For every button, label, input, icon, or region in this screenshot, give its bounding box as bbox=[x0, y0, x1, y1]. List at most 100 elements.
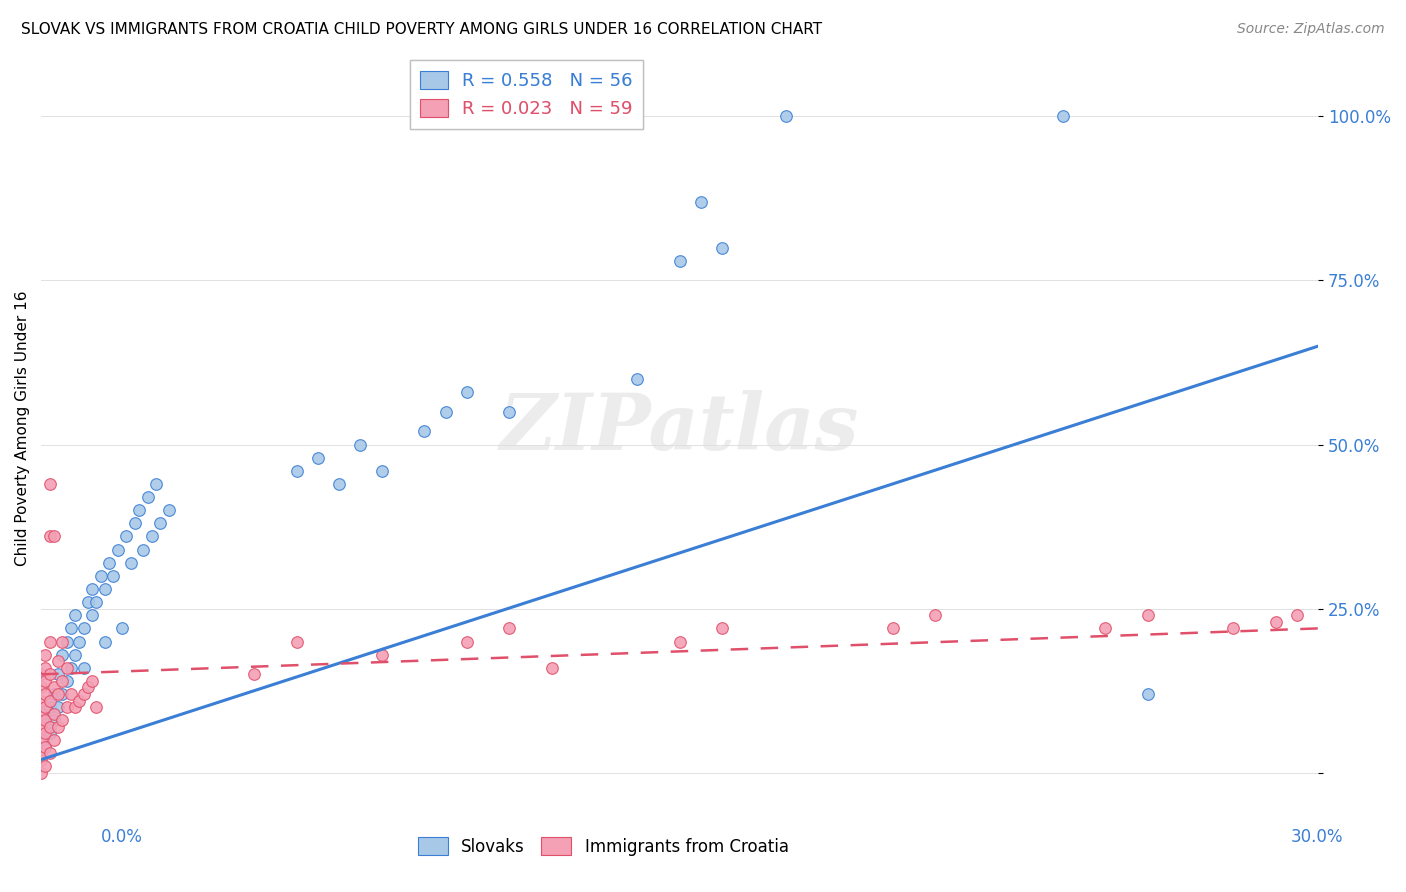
Point bbox=[86, 595, 108, 609]
Point bbox=[42, 529, 65, 543]
Point bbox=[51, 714, 73, 728]
Point bbox=[55, 634, 77, 648]
Point bbox=[103, 569, 125, 583]
Point bbox=[541, 661, 564, 675]
Point bbox=[30, 733, 52, 747]
Point bbox=[51, 673, 73, 688]
Point bbox=[34, 726, 56, 740]
Point bbox=[94, 582, 117, 596]
Point bbox=[285, 464, 308, 478]
Point bbox=[42, 706, 65, 721]
Point bbox=[34, 714, 56, 728]
Point bbox=[34, 759, 56, 773]
Point bbox=[145, 477, 167, 491]
Point bbox=[94, 634, 117, 648]
Y-axis label: Child Poverty Among Girls Under 16: Child Poverty Among Girls Under 16 bbox=[15, 291, 30, 566]
Point bbox=[82, 582, 104, 596]
Point bbox=[30, 765, 52, 780]
Point bbox=[34, 648, 56, 662]
Point bbox=[30, 693, 52, 707]
Point bbox=[690, 194, 713, 209]
Point bbox=[30, 746, 52, 760]
Point bbox=[243, 667, 266, 681]
Point bbox=[73, 687, 96, 701]
Point bbox=[30, 681, 52, 695]
Point bbox=[42, 687, 65, 701]
Point bbox=[55, 673, 77, 688]
Point bbox=[456, 385, 478, 400]
Point bbox=[882, 621, 904, 635]
Point bbox=[67, 693, 90, 707]
Point bbox=[370, 648, 392, 662]
Point bbox=[42, 733, 65, 747]
Point bbox=[124, 516, 146, 531]
Point bbox=[1285, 608, 1308, 623]
Point bbox=[307, 450, 329, 465]
Point bbox=[38, 746, 60, 760]
Point bbox=[1052, 109, 1074, 123]
Point bbox=[38, 720, 60, 734]
Point bbox=[51, 634, 73, 648]
Point bbox=[711, 241, 734, 255]
Point bbox=[34, 661, 56, 675]
Point bbox=[434, 405, 457, 419]
Point bbox=[30, 667, 52, 681]
Point bbox=[626, 372, 648, 386]
Point bbox=[775, 109, 797, 123]
Point bbox=[711, 621, 734, 635]
Point bbox=[38, 477, 60, 491]
Point bbox=[141, 529, 163, 543]
Point bbox=[34, 739, 56, 754]
Point bbox=[77, 595, 100, 609]
Point bbox=[30, 706, 52, 721]
Point bbox=[115, 529, 138, 543]
Point bbox=[98, 556, 121, 570]
Point bbox=[46, 700, 69, 714]
Point bbox=[328, 477, 350, 491]
Point bbox=[1094, 621, 1116, 635]
Point bbox=[498, 405, 520, 419]
Point bbox=[38, 667, 60, 681]
Point bbox=[413, 425, 436, 439]
Point bbox=[34, 673, 56, 688]
Point bbox=[38, 726, 60, 740]
Point bbox=[73, 621, 96, 635]
Point bbox=[59, 621, 82, 635]
Point bbox=[38, 700, 60, 714]
Point bbox=[42, 714, 65, 728]
Text: Source: ZipAtlas.com: Source: ZipAtlas.com bbox=[1237, 22, 1385, 37]
Point bbox=[1136, 608, 1159, 623]
Point bbox=[63, 608, 86, 623]
Point bbox=[149, 516, 172, 531]
Point bbox=[1222, 621, 1244, 635]
Point bbox=[55, 700, 77, 714]
Point bbox=[132, 542, 155, 557]
Text: ZIPatlas: ZIPatlas bbox=[501, 390, 859, 467]
Text: 30.0%: 30.0% bbox=[1291, 828, 1343, 846]
Point bbox=[90, 569, 112, 583]
Point bbox=[668, 634, 690, 648]
Point bbox=[128, 503, 150, 517]
Point bbox=[1136, 687, 1159, 701]
Point bbox=[456, 634, 478, 648]
Text: SLOVAK VS IMMIGRANTS FROM CROATIA CHILD POVERTY AMONG GIRLS UNDER 16 CORRELATION: SLOVAK VS IMMIGRANTS FROM CROATIA CHILD … bbox=[21, 22, 823, 37]
Point bbox=[38, 634, 60, 648]
Point bbox=[157, 503, 180, 517]
Point bbox=[51, 648, 73, 662]
Point bbox=[34, 700, 56, 714]
Point bbox=[59, 661, 82, 675]
Point bbox=[38, 529, 60, 543]
Point bbox=[136, 490, 159, 504]
Point bbox=[924, 608, 946, 623]
Point bbox=[120, 556, 142, 570]
Point bbox=[349, 437, 371, 451]
Point bbox=[46, 720, 69, 734]
Point bbox=[42, 681, 65, 695]
Point bbox=[111, 621, 134, 635]
Point bbox=[285, 634, 308, 648]
Point bbox=[67, 634, 90, 648]
Point bbox=[498, 621, 520, 635]
Point bbox=[77, 681, 100, 695]
Point bbox=[73, 661, 96, 675]
Point bbox=[46, 687, 69, 701]
